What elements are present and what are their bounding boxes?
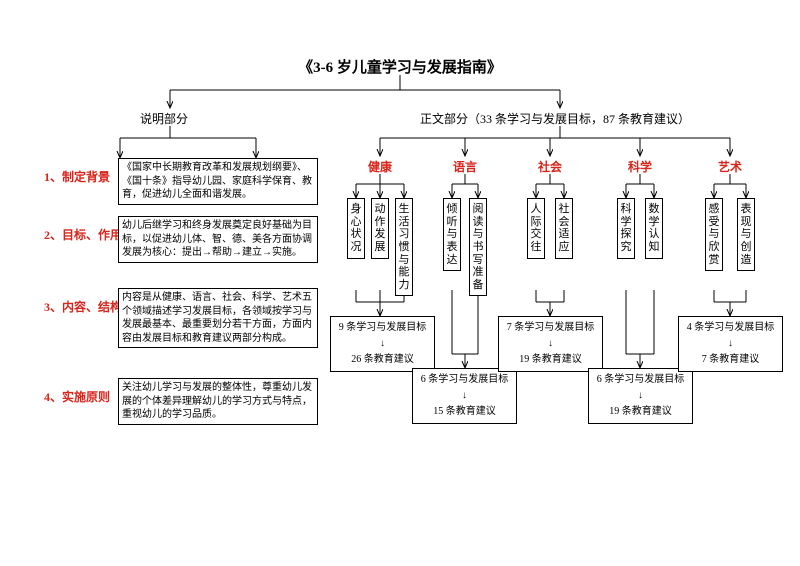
domain-science: 科学 <box>628 158 652 175</box>
sub-art-1: 感受与欣赏 <box>705 198 723 271</box>
arrow-down-icon: ↓ <box>681 336 780 352</box>
label-4: 4、实施原则 <box>44 388 110 405</box>
box-content: 内容是从健康、语言、社会、科学、艺术五个领域描述学习发展目标，各领域按学习与发展… <box>118 288 318 348</box>
arrow-down-icon: ↓ <box>591 388 690 404</box>
sub-sci-2: 数学认知 <box>645 198 663 259</box>
sub-art-2: 表现与创造 <box>737 198 755 271</box>
arrow-down-icon: ↓ <box>333 336 432 352</box>
sub-soc-1: 人际交往 <box>527 198 545 259</box>
domain-health: 健康 <box>368 158 392 175</box>
arrow-down-icon: ↓ <box>415 388 514 404</box>
sub-lang-1: 倾听与表达 <box>443 198 461 271</box>
sub-soc-2: 社会适应 <box>555 198 573 259</box>
domain-art: 艺术 <box>718 158 742 175</box>
left-branch-label: 说明部分 <box>140 110 188 127</box>
label-1: 1、制定背景 <box>44 168 110 185</box>
right-branch-label: 正文部分（33 条学习与发展目标，87 条教育建议） <box>420 110 690 127</box>
box-background: 《国家中长期教育改革和发展规划纲要》、《国十条》指导幼儿园、家庭科学保育、教育，… <box>118 158 318 205</box>
sub-health-1: 身心状况 <box>347 198 365 259</box>
sub-health-2: 动作发展 <box>371 198 389 259</box>
domain-language: 语言 <box>453 158 477 175</box>
summary-art: 4 条学习与发展目标 ↓ 7 条教育建议 <box>678 316 783 372</box>
summary-science: 6 条学习与发展目标 ↓ 19 条教育建议 <box>588 368 693 424</box>
summary-health: 9 条学习与发展目标 ↓ 26 条教育建议 <box>330 316 435 372</box>
summary-language: 6 条学习与发展目标 ↓ 15 条教育建议 <box>412 368 517 424</box>
box-principles: 关注幼儿学习与发展的整体性，尊重幼儿发展的个体差异理解幼儿的学习方式与特点，重视… <box>118 378 318 425</box>
label-3: 3、内容、结构 <box>44 298 122 315</box>
page-title: 《3-6 岁儿童学习与发展指南》 <box>0 56 800 77</box>
label-2: 2、目标、作用 <box>44 226 122 243</box>
box-goals: 幼儿后继学习和终身发展奠定良好基础为目标，以促进幼儿体、智、德、美各方面协调发展… <box>118 216 318 263</box>
arrow-down-icon: ↓ <box>501 336 600 352</box>
sub-sci-1: 科学探究 <box>617 198 635 259</box>
domain-society: 社会 <box>538 158 562 175</box>
sub-lang-2: 阅读与书写准备 <box>469 198 487 296</box>
sub-health-3: 生活习惯与能力 <box>395 198 413 296</box>
summary-society: 7 条学习与发展目标 ↓ 19 条教育建议 <box>498 316 603 372</box>
